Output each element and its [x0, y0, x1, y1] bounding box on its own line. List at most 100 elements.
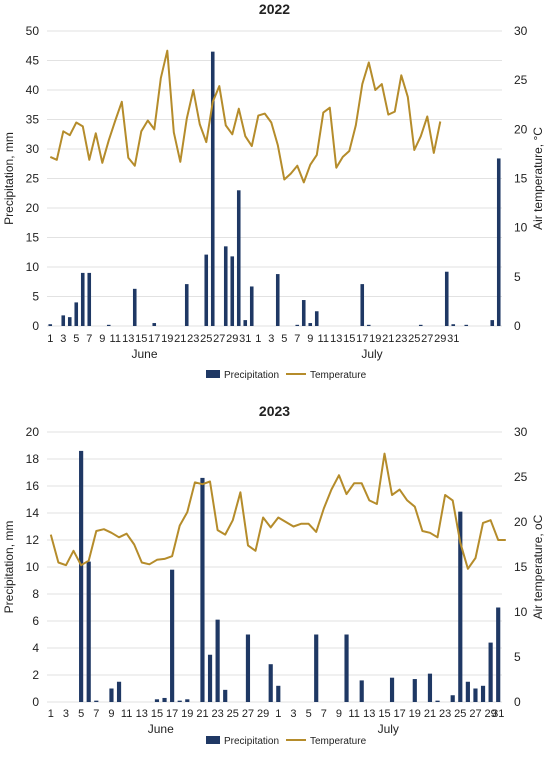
- temperature-line: [49, 452, 506, 570]
- precip-bar: [458, 511, 463, 702]
- y-tick-label: 45: [26, 54, 40, 68]
- precip-bar: [496, 158, 501, 326]
- precip-bar: [275, 274, 280, 326]
- y-tick-label: 25: [26, 172, 40, 186]
- legend-swatch-precipitation: [206, 370, 220, 378]
- precip-bar: [360, 284, 365, 326]
- precip-bar: [488, 642, 493, 702]
- precip-bar: [207, 654, 213, 702]
- precip-bar: [230, 256, 235, 326]
- precip-bar: [412, 679, 417, 702]
- x-tick-label: 13: [122, 333, 134, 345]
- y2-tick-label: 0: [514, 695, 521, 709]
- x-tick-label: 11: [110, 333, 121, 345]
- x-tick-label: 23: [395, 333, 407, 345]
- x-tick-label: 21: [424, 708, 436, 720]
- y-tick-label: 12: [26, 533, 40, 547]
- x-tick-label: 9: [307, 333, 313, 345]
- x-tick-label: 13: [136, 708, 148, 720]
- x-tick-label: 7: [321, 708, 327, 720]
- precip-bar: [366, 324, 371, 326]
- precip-bar: [496, 607, 501, 702]
- y-tick-label: 40: [26, 83, 40, 97]
- y-tick-label: 5: [32, 290, 39, 304]
- x-tick-label: 21: [382, 333, 394, 345]
- y-tick-label: 2: [32, 668, 39, 682]
- precip-bar: [177, 700, 182, 702]
- precip-bar: [464, 324, 469, 326]
- precip-bar: [314, 634, 319, 702]
- precip-bar: [249, 286, 254, 326]
- x-tick-label: 15: [378, 708, 390, 720]
- chart-title: 2022: [259, 1, 290, 17]
- x-tick-label: 1: [255, 333, 261, 345]
- precip-bar: [465, 681, 470, 702]
- x-tick-label: 11: [121, 708, 132, 720]
- legend-label: Temperature: [310, 370, 367, 381]
- y2-tick-label: 30: [514, 24, 528, 38]
- month-label: June: [131, 347, 157, 361]
- temperature-line: [49, 49, 442, 184]
- x-tick-label: 17: [394, 708, 406, 720]
- y-tick-label: 4: [32, 641, 39, 655]
- y-tick-label: 18: [26, 452, 40, 466]
- y-axis-label: Precipitation, mm: [2, 132, 16, 225]
- y2-tick-label: 20: [514, 122, 528, 136]
- y2-axis-label: Air temperature, °C: [531, 127, 545, 230]
- x-tick-label: 13: [363, 708, 375, 720]
- x-tick-label: 5: [281, 333, 287, 345]
- precip-bar: [170, 569, 175, 702]
- legend-swatch-precipitation: [206, 736, 220, 744]
- x-tick-label: 13: [330, 333, 342, 345]
- y2-tick-label: 25: [514, 73, 528, 87]
- y-tick-label: 0: [32, 695, 39, 709]
- precip-bar: [480, 685, 486, 702]
- legend-label: Temperature: [310, 736, 367, 747]
- x-tick-label: 29: [257, 708, 269, 720]
- precip-bar: [184, 284, 189, 326]
- x-tick-label: 17: [148, 333, 160, 345]
- y2-tick-label: 5: [514, 650, 521, 664]
- y-tick-label: 10: [26, 260, 40, 274]
- x-tick-label: 25: [200, 333, 212, 345]
- precip-bar: [87, 272, 92, 326]
- y-tick-label: 15: [26, 231, 40, 245]
- precip-bar: [162, 697, 167, 702]
- precip-bar: [86, 561, 91, 702]
- precip-bar: [204, 254, 209, 326]
- precip-bar: [418, 324, 423, 326]
- y2-tick-label: 0: [514, 319, 521, 333]
- x-tick-label: 31: [239, 333, 251, 345]
- precip-bar: [236, 190, 241, 326]
- precip-bar: [79, 450, 84, 702]
- x-tick-label: 9: [99, 333, 105, 345]
- precip-bar: [314, 311, 319, 326]
- x-tick-label: 21: [174, 333, 186, 345]
- precip-bar: [223, 246, 228, 326]
- precip-bar: [389, 677, 395, 702]
- precip-bar: [444, 271, 449, 326]
- x-tick-label: 7: [294, 333, 300, 345]
- precip-bar: [154, 699, 160, 702]
- y2-tick-label: 30: [514, 425, 528, 439]
- x-tick-label: 29: [485, 708, 497, 720]
- x-tick-label: 19: [369, 333, 381, 345]
- x-tick-label: 17: [356, 333, 368, 345]
- legend-label: Precipitation: [224, 370, 279, 381]
- y-tick-label: 30: [26, 142, 40, 156]
- x-tick-label: 31: [447, 333, 459, 345]
- precip-bar: [74, 302, 79, 326]
- x-tick-label: 21: [196, 708, 208, 720]
- y2-tick-label: 20: [514, 515, 528, 529]
- y2-tick-label: 15: [514, 560, 528, 574]
- precip-bar: [67, 317, 72, 326]
- y2-tick-label: 10: [514, 221, 528, 235]
- x-tick-label: 27: [213, 333, 225, 345]
- month-label: June: [148, 722, 174, 736]
- y-tick-label: 35: [26, 113, 40, 127]
- precip-bar: [450, 695, 455, 702]
- precip-bar: [215, 619, 220, 702]
- x-tick-label: 27: [242, 708, 254, 720]
